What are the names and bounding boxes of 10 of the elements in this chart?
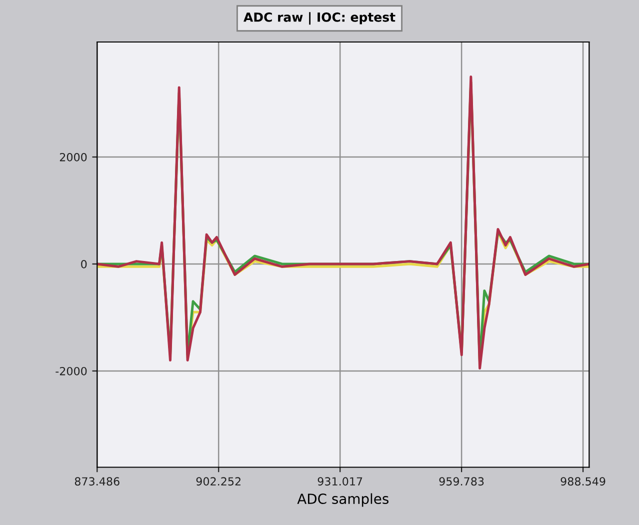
x-tick-label: 902.252	[196, 477, 240, 486]
y-tick-label: 2000	[60, 152, 87, 162]
x-tick-label: 988.549	[560, 477, 606, 486]
y-tick-label: -2000	[56, 366, 87, 376]
y-tick-label: 0	[81, 260, 87, 268]
x-axis-title: ADC samples	[297, 493, 388, 507]
x-tick-label: 873.486	[74, 477, 120, 486]
x-tick-label: 931.017	[318, 477, 362, 486]
chart-title: ADC raw | IOC: eptest	[244, 12, 396, 25]
x-tick-label: 959.783	[439, 477, 484, 486]
